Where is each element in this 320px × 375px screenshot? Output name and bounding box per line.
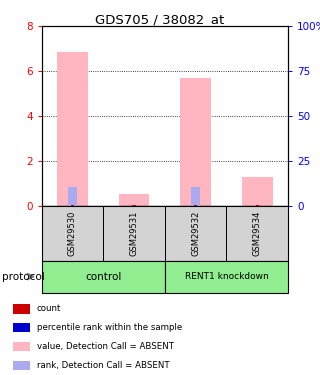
Bar	[227, 206, 288, 261]
Text: RENT1 knockdown: RENT1 knockdown	[185, 272, 268, 281]
Bar	[42, 206, 103, 261]
Bar	[57, 52, 88, 206]
Text: GSM29534: GSM29534	[253, 211, 262, 256]
Text: count: count	[37, 304, 61, 313]
Bar	[13, 304, 30, 313]
Text: control: control	[85, 272, 121, 282]
Text: protocol: protocol	[2, 272, 44, 282]
Text: percentile rank within the sample: percentile rank within the sample	[37, 323, 182, 332]
Text: GDS705 / 38082_at: GDS705 / 38082_at	[95, 13, 225, 26]
Bar	[13, 323, 30, 333]
Bar	[165, 206, 227, 261]
Bar	[256, 205, 259, 206]
Bar	[42, 261, 165, 292]
Bar	[165, 261, 288, 292]
Bar	[132, 205, 136, 206]
Bar	[194, 205, 197, 206]
Text: rank, Detection Call = ABSENT: rank, Detection Call = ABSENT	[37, 361, 169, 370]
Bar	[180, 78, 211, 206]
Text: GSM29530: GSM29530	[68, 211, 77, 256]
Bar	[13, 342, 30, 351]
Bar	[103, 206, 165, 261]
Bar	[68, 187, 77, 206]
Text: value, Detection Call = ABSENT: value, Detection Call = ABSENT	[37, 342, 174, 351]
Bar	[119, 194, 149, 206]
Text: GSM29532: GSM29532	[191, 211, 200, 256]
Bar	[13, 361, 30, 370]
Bar	[242, 177, 273, 206]
Text: GSM29531: GSM29531	[130, 211, 139, 256]
Bar	[71, 205, 74, 206]
Bar	[191, 187, 200, 206]
